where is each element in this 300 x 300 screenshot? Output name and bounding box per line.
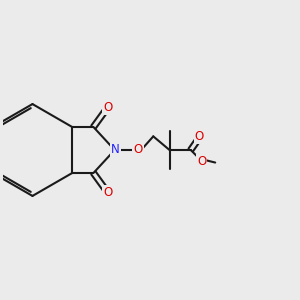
Text: O: O — [103, 186, 112, 199]
Text: O: O — [134, 143, 143, 157]
Text: O: O — [197, 155, 206, 168]
Text: O: O — [195, 130, 204, 142]
Text: O: O — [103, 101, 112, 114]
Text: N: N — [111, 143, 120, 157]
